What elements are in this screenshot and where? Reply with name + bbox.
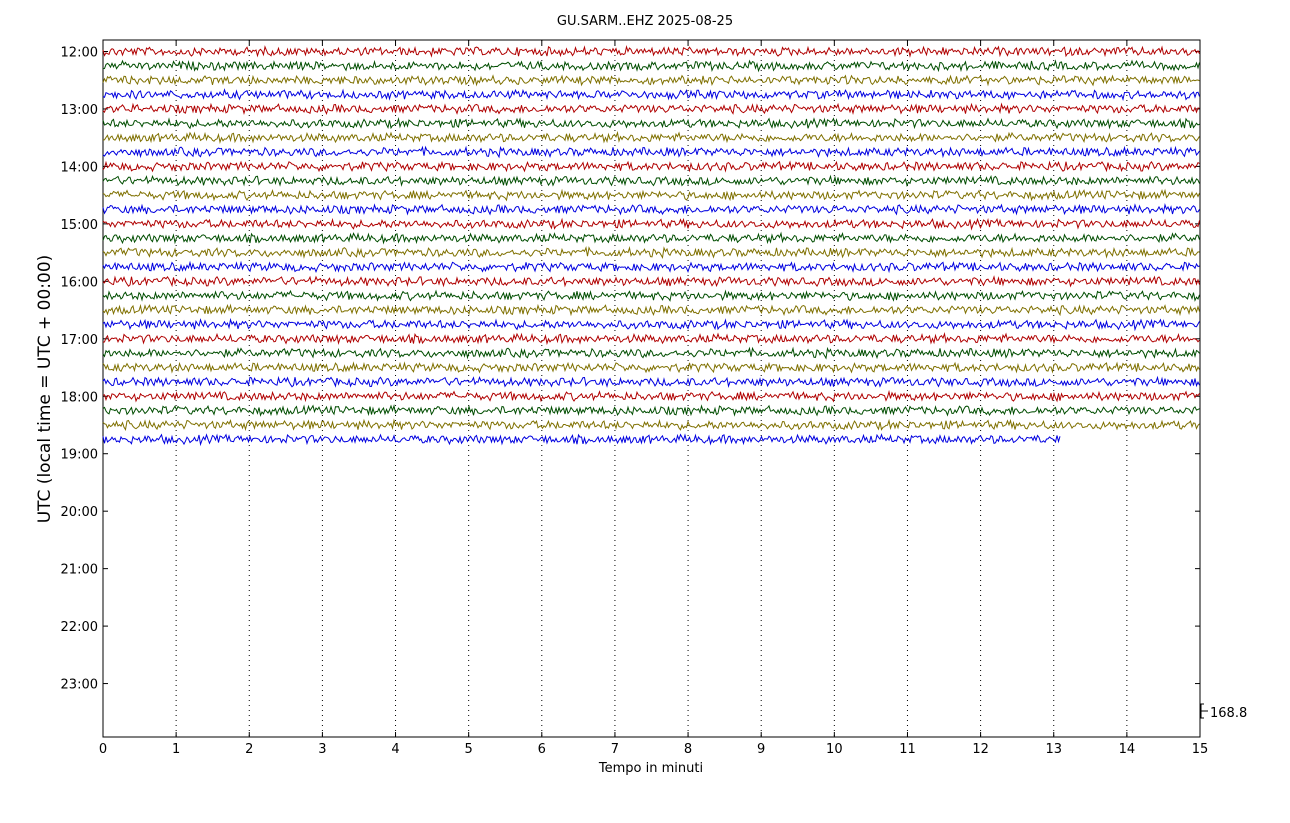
chart-title: GU.SARM..EHZ 2025-08-25 xyxy=(557,14,733,29)
seismic-trace xyxy=(102,303,1200,317)
seismic-trace xyxy=(102,231,1200,245)
seismic-trace xyxy=(102,346,1200,360)
seismic-trace xyxy=(102,59,1200,73)
y-tick-label: 14:00 xyxy=(61,160,98,175)
seismic-trace xyxy=(102,418,1200,432)
seismic-trace xyxy=(102,45,1200,58)
seismic-trace xyxy=(102,160,1200,173)
x-tick-label: 2 xyxy=(245,742,253,757)
seismic-trace xyxy=(102,202,1200,216)
seismic-trace xyxy=(102,375,1200,389)
x-tick-label: 5 xyxy=(465,742,473,757)
y-tick-label: 12:00 xyxy=(61,45,98,60)
x-tick-label: 10 xyxy=(826,742,843,757)
y-tick-label: 19:00 xyxy=(61,448,98,463)
y-tick-label: 20:00 xyxy=(61,505,98,520)
x-tick-label: 8 xyxy=(684,742,692,757)
scale-bracket xyxy=(1200,703,1208,719)
seismic-trace xyxy=(102,88,1200,102)
x-tick-label: 1 xyxy=(172,742,180,757)
x-tick-label: 4 xyxy=(391,742,399,757)
seismic-trace xyxy=(102,174,1200,188)
scale-label: 168.8 xyxy=(1210,706,1247,721)
seismic-trace xyxy=(102,130,1200,144)
y-tick-label: 22:00 xyxy=(61,620,98,635)
x-tick-label: 9 xyxy=(757,742,765,757)
y-tick-label: 18:00 xyxy=(61,390,98,405)
seismic-trace xyxy=(102,403,1200,417)
x-tick-label: 13 xyxy=(1045,742,1062,757)
y-tick-label: 23:00 xyxy=(61,678,98,693)
seismic-trace xyxy=(102,145,1200,159)
seismic-trace xyxy=(102,260,1200,274)
seismic-trace xyxy=(102,389,1200,403)
seismic-trace xyxy=(102,217,1200,231)
seismic-trace xyxy=(102,361,1200,374)
x-tick-label: 12 xyxy=(972,742,989,757)
seismic-trace xyxy=(102,188,1200,202)
x-tick-label: 6 xyxy=(538,742,546,757)
seismic-trace xyxy=(102,289,1200,302)
x-tick-label: 15 xyxy=(1192,742,1209,757)
plot-frame xyxy=(102,39,1201,738)
y-axis-label: UTC (local time = UTC + 00:00) xyxy=(35,255,55,524)
seismic-trace xyxy=(102,117,1200,130)
seismic-trace xyxy=(102,246,1200,259)
x-tick-label: 11 xyxy=(899,742,916,757)
y-tick-label: 16:00 xyxy=(61,275,98,290)
x-tick-label: 3 xyxy=(318,742,326,757)
seismic-trace xyxy=(102,275,1200,288)
seismic-trace xyxy=(102,74,1200,87)
y-tick-label: 13:00 xyxy=(61,103,98,118)
y-tick-label: 15:00 xyxy=(61,218,98,233)
y-tick-label: 21:00 xyxy=(61,563,98,578)
seismic-trace xyxy=(102,433,1061,447)
x-axis-label: Tempo in minuti xyxy=(598,761,703,776)
x-tick-label: 7 xyxy=(611,742,619,757)
x-tick-label: 14 xyxy=(1119,742,1136,757)
x-tick-label: 0 xyxy=(99,742,107,757)
seismic-trace xyxy=(102,317,1200,332)
seismic-trace xyxy=(102,102,1200,116)
seismic-trace xyxy=(102,332,1200,346)
y-tick-label: 17:00 xyxy=(61,333,98,348)
